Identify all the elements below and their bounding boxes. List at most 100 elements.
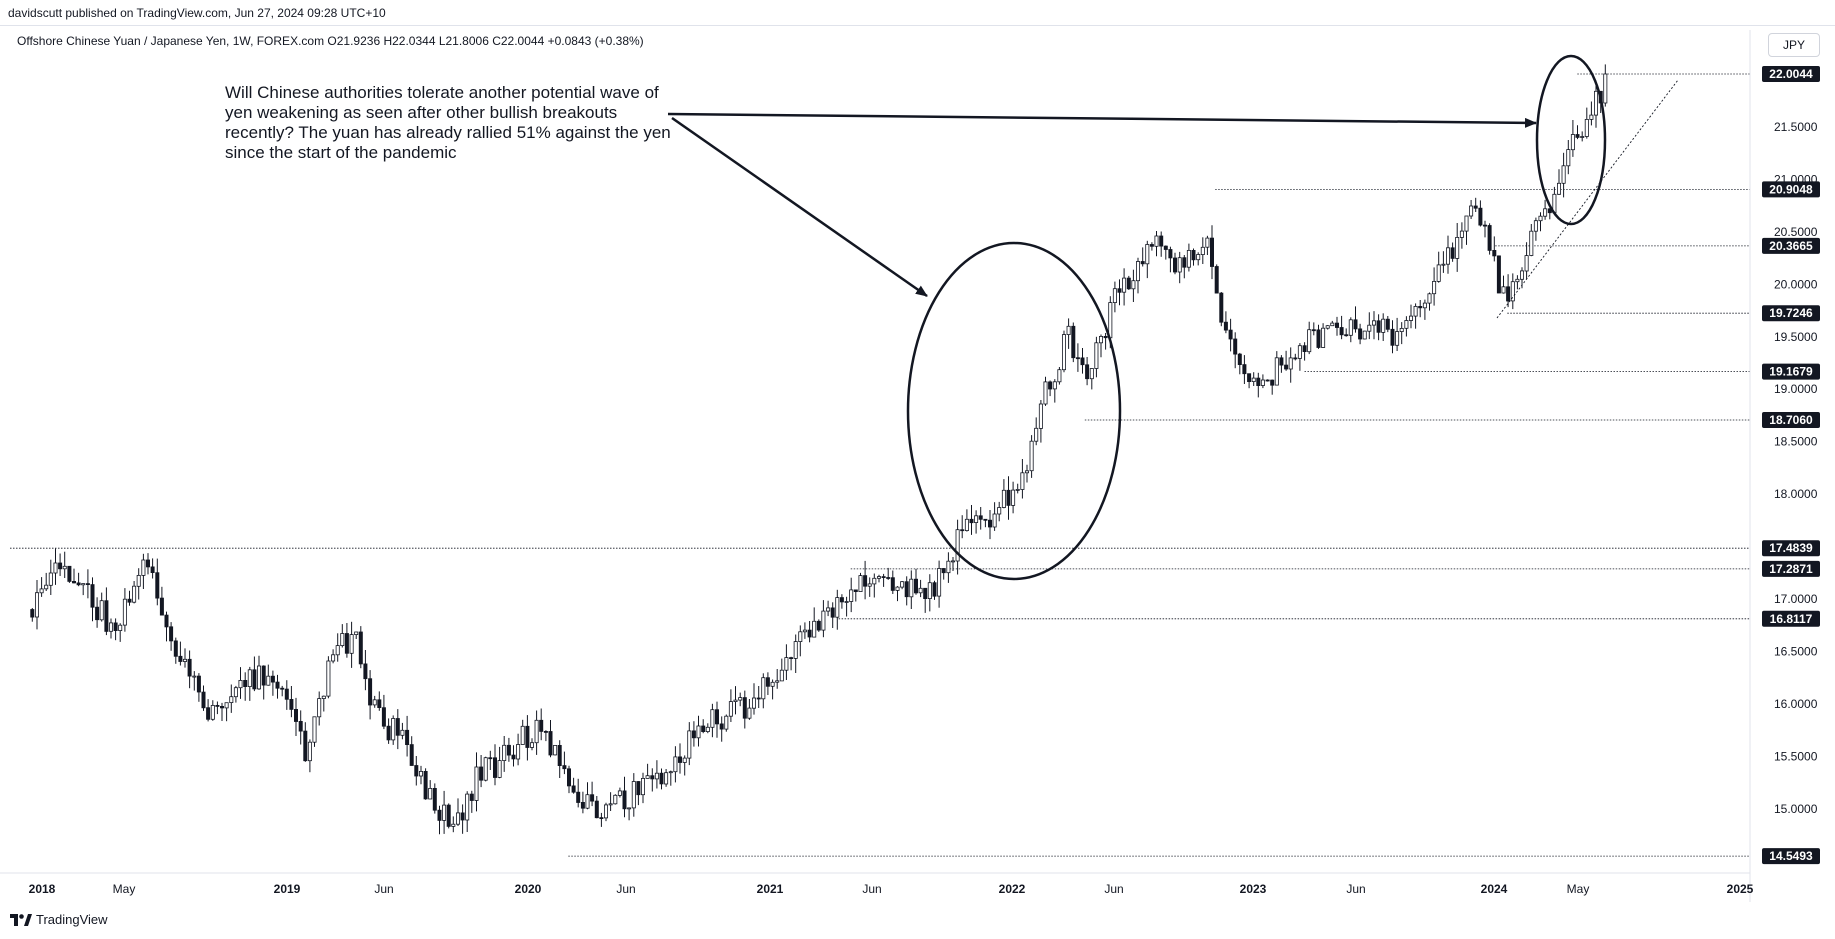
candle	[81, 583, 86, 596]
y-tick-label-11: 20.5000	[1774, 225, 1818, 239]
candle	[1372, 311, 1377, 340]
price-tag-2: 20.3665	[1762, 237, 1820, 254]
candle	[1200, 237, 1205, 264]
candle	[650, 768, 655, 792]
candle	[381, 694, 386, 730]
candle	[918, 579, 923, 598]
candle	[1348, 317, 1353, 343]
candle	[391, 715, 396, 745]
candle	[395, 709, 400, 750]
candle	[1260, 374, 1265, 389]
candle	[849, 577, 854, 613]
candle	[85, 569, 90, 599]
candle	[298, 710, 303, 745]
candle	[1103, 333, 1108, 350]
candle	[839, 594, 844, 609]
y-axis[interactable]: 15.000015.500016.000016.500017.000017.50…	[1774, 120, 1818, 816]
candle	[182, 648, 187, 668]
candle	[30, 608, 35, 622]
level-lines	[10, 73, 1750, 857]
candle	[1214, 264, 1219, 294]
candle	[964, 509, 969, 532]
currency-button[interactable]: JPY	[1768, 33, 1820, 57]
candle	[659, 768, 664, 790]
candle	[67, 565, 72, 583]
price-tag-6: 17.4839	[1762, 540, 1820, 557]
candle	[141, 553, 146, 589]
candle	[1163, 245, 1168, 260]
candle	[881, 573, 886, 587]
candle	[645, 763, 650, 779]
candle	[983, 518, 988, 528]
candle	[335, 633, 340, 662]
candle	[728, 689, 733, 722]
candle	[1464, 215, 1469, 245]
candle	[636, 781, 641, 806]
candle	[368, 670, 373, 720]
candle	[1339, 315, 1344, 340]
candle	[793, 634, 798, 673]
svg-text:19.1679: 19.1679	[1769, 365, 1813, 379]
candle	[307, 739, 312, 773]
candle	[534, 710, 539, 755]
candle	[1210, 225, 1215, 280]
candle	[691, 721, 696, 747]
y-tick-label-8: 19.0000	[1774, 382, 1818, 396]
candle	[1570, 120, 1575, 157]
candle	[1376, 314, 1381, 341]
y-tick-label-2: 16.0000	[1774, 697, 1818, 711]
candle	[479, 755, 484, 788]
candle	[76, 572, 81, 587]
x-tick-label-0: 2018	[29, 882, 56, 896]
x-tick-label-14: 2025	[1727, 882, 1754, 896]
candle	[1395, 317, 1400, 351]
candle	[802, 622, 807, 639]
x-axis[interactable]: 2018 May 2019 Jun 2020 Jun 2021 Jun 2022 Jun 2023 J…	[29, 882, 1754, 896]
candle	[900, 581, 905, 590]
candle	[104, 587, 109, 636]
candle	[293, 697, 298, 736]
candle	[1492, 236, 1497, 262]
x-tick-label-10: 2023	[1240, 882, 1267, 896]
candle	[789, 656, 794, 671]
candle	[1515, 275, 1520, 290]
candle	[539, 708, 544, 741]
candle	[1099, 334, 1104, 358]
candle	[1436, 251, 1441, 283]
svg-text:22.0044: 22.0044	[1769, 67, 1813, 81]
candle	[719, 716, 724, 742]
candle	[1455, 223, 1460, 272]
candle	[631, 773, 636, 817]
candle	[48, 559, 53, 595]
drawings	[667, 54, 1679, 581]
candle	[1413, 303, 1418, 329]
price-tag-5: 18.7060	[1762, 412, 1820, 428]
candle	[428, 780, 433, 800]
candle	[701, 719, 706, 734]
candle	[594, 796, 599, 819]
tradingview-logo[interactable]: TradingView	[10, 912, 108, 927]
candle	[44, 572, 49, 591]
candle	[886, 567, 891, 580]
candle	[622, 776, 627, 818]
candle	[39, 577, 44, 597]
candle	[1173, 252, 1178, 275]
candles	[30, 64, 1608, 835]
candle	[557, 740, 562, 778]
candle	[784, 644, 789, 680]
candle	[1557, 169, 1562, 195]
candle	[775, 669, 780, 689]
candle	[1223, 311, 1228, 334]
candle	[1362, 330, 1367, 340]
candle	[941, 568, 946, 580]
candle	[437, 805, 442, 835]
candle	[303, 722, 308, 762]
candle	[451, 816, 456, 833]
candle	[192, 671, 197, 691]
candle	[502, 736, 507, 772]
candle	[1288, 347, 1293, 383]
candle	[1242, 355, 1247, 384]
candle	[377, 691, 382, 711]
candle	[1006, 476, 1011, 520]
